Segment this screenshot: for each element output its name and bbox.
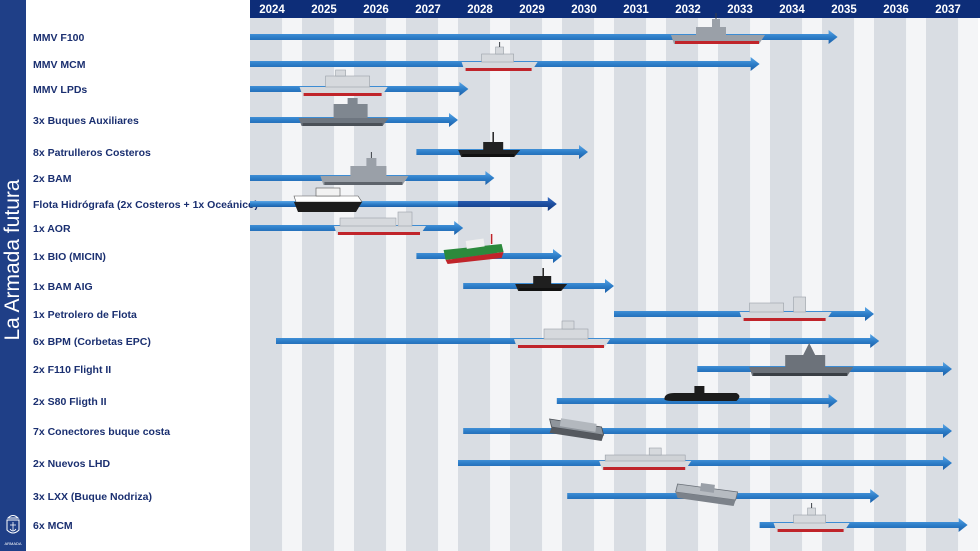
program-label: MMV F100 bbox=[33, 32, 85, 44]
ship-lpd-icon bbox=[299, 69, 388, 96]
program-label: 3x LXX (Buque Nodriza) bbox=[33, 491, 152, 503]
program-label: MMV LPDs bbox=[33, 84, 87, 96]
timeline-bar-extension bbox=[458, 197, 557, 211]
year-tick-label: 2025 bbox=[311, 4, 337, 16]
ship-corvette-icon bbox=[514, 320, 610, 348]
year-tick-label: 2024 bbox=[259, 4, 285, 16]
program-label: 6x BPM (Corbetas EPC) bbox=[33, 336, 151, 348]
year-column-gap bbox=[542, 0, 562, 551]
year-column-gap bbox=[802, 0, 822, 551]
year-column-gap bbox=[646, 0, 666, 551]
year-tick-label: 2034 bbox=[779, 4, 805, 16]
ship-submarine-icon bbox=[664, 386, 740, 401]
ship-bam_aig-icon bbox=[515, 268, 568, 291]
year-header-bar bbox=[250, 0, 980, 18]
year-tick-label: 2037 bbox=[935, 4, 961, 16]
year-column-gap bbox=[698, 0, 718, 551]
year-column-gap bbox=[438, 0, 458, 551]
year-column-band bbox=[822, 0, 855, 551]
year-tick-label: 2035 bbox=[831, 4, 857, 16]
year-column-gap bbox=[958, 0, 978, 551]
program-label: 2x BAM bbox=[33, 173, 72, 185]
program-label: Flota Hidrógrafa (2x Costeros + 1x Oceán… bbox=[33, 199, 258, 211]
program-label: 6x MCM bbox=[33, 520, 73, 532]
year-column-band bbox=[770, 0, 803, 551]
timeline-bar bbox=[458, 456, 952, 470]
year-column-gap bbox=[334, 0, 354, 551]
program-label: 1x AOR bbox=[33, 223, 71, 235]
ship-f110-icon bbox=[749, 343, 854, 376]
year-column-band bbox=[406, 0, 439, 551]
navy-emblem-icon bbox=[6, 515, 20, 534]
ship-mcm2-icon bbox=[773, 503, 850, 532]
ship-patrol-icon bbox=[458, 132, 521, 157]
ship-bam-icon bbox=[320, 152, 409, 185]
year-tick-label: 2033 bbox=[727, 4, 753, 16]
year-tick-label: 2030 bbox=[571, 4, 597, 16]
year-column-band bbox=[926, 0, 959, 551]
program-label: 7x Conectores buque costa bbox=[33, 426, 170, 438]
year-column-gap bbox=[386, 0, 406, 551]
program-label: 2x Nuevos LHD bbox=[33, 458, 110, 470]
year-column-band bbox=[718, 0, 751, 551]
year-column-gap bbox=[490, 0, 510, 551]
sidebar-title: La Armada futura bbox=[1, 179, 24, 341]
program-label: 3x Buques Auxiliares bbox=[33, 115, 139, 127]
year-column-band bbox=[250, 0, 283, 551]
program-label: 2x S80 Fligth II bbox=[33, 396, 107, 408]
year-tick-label: 2032 bbox=[675, 4, 701, 16]
program-label: 8x Patrulleros Costeros bbox=[33, 147, 151, 159]
year-column-band bbox=[510, 0, 543, 551]
year-column-band bbox=[562, 0, 595, 551]
year-tick-label: 2026 bbox=[363, 4, 389, 16]
year-column-gap bbox=[282, 0, 302, 551]
year-column-gap bbox=[594, 0, 614, 551]
ship-research-icon bbox=[443, 234, 504, 264]
label-area bbox=[26, 0, 250, 551]
ship-mcm-icon bbox=[461, 42, 538, 71]
year-tick-label: 2036 bbox=[883, 4, 909, 16]
year-column-gap bbox=[906, 0, 926, 551]
timeline-bar bbox=[463, 424, 952, 438]
program-label: 2x F110 Flight II bbox=[33, 364, 111, 376]
year-column-gap bbox=[854, 0, 874, 551]
program-label: 1x Petrolero de Flota bbox=[33, 309, 137, 321]
timeline-chart: 2024 2025 2026 2027 2028 2029 2030 2031 2032 2033… bbox=[26, 0, 980, 551]
year-tick-label: 2029 bbox=[519, 4, 545, 16]
ship-lxx-icon bbox=[675, 482, 739, 506]
program-label: MMV MCM bbox=[33, 59, 86, 71]
year-column-band bbox=[458, 0, 491, 551]
program-label: 1x BIO (MICIN) bbox=[33, 251, 106, 263]
timeline-bar bbox=[250, 30, 838, 44]
timeline-bar bbox=[759, 518, 968, 532]
year-tick-label: 2027 bbox=[415, 4, 441, 16]
ship-tanker-icon bbox=[739, 296, 832, 321]
ship-hydro-icon bbox=[293, 187, 363, 212]
ship-connector-icon bbox=[549, 418, 605, 441]
year-tick-label: 2031 bbox=[623, 4, 649, 16]
ship-lhd-icon bbox=[599, 447, 692, 470]
sidebar: La Armada futura ARMADA bbox=[0, 0, 26, 551]
ship-aor-icon bbox=[334, 211, 426, 235]
year-column-gap bbox=[750, 0, 770, 551]
emblem-caption: ARMADA bbox=[4, 541, 22, 546]
program-label: 1x BAM AIG bbox=[33, 281, 93, 293]
ship-frigate-icon bbox=[671, 13, 765, 44]
year-column-band bbox=[874, 0, 907, 551]
year-tick-label: 2028 bbox=[467, 4, 493, 16]
ship-auxiliary-icon bbox=[298, 98, 389, 126]
